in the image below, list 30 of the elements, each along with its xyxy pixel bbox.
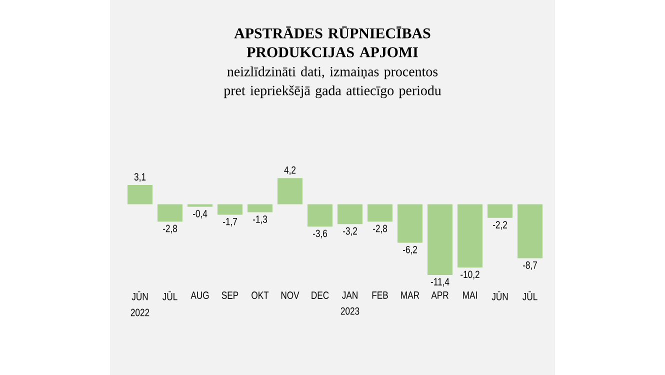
data-label: -2,8 xyxy=(162,224,178,234)
x-tick-label: JŪN 2022 xyxy=(130,292,150,316)
data-label: 4,2 xyxy=(284,166,296,175)
x-tick-label: NOV xyxy=(281,292,300,299)
data-label: 3,1 xyxy=(134,173,146,182)
x-tick-label: SEP xyxy=(222,292,238,299)
x-tick-label: APR xyxy=(431,292,448,299)
data-label: -2,8 xyxy=(372,224,388,234)
chart-title: APSTRĀDES RŪPNIECĪBAS PRODUKCIJAS APJOMI xyxy=(234,26,430,58)
x-tick-label: JŪL xyxy=(522,292,538,300)
chart-subtitle: neizlīdzināti dati, izmaiņas procentos pret iepriekšējā gada attiecīgo periodu xyxy=(224,66,442,98)
data-label: -10,2 xyxy=(460,270,480,280)
data-label: -11,4 xyxy=(430,278,450,287)
x-tick-label: DEC xyxy=(312,292,329,299)
x-tick-label: JŪL xyxy=(162,292,178,300)
data-label: -1,7 xyxy=(222,218,237,227)
x-tick-label: MAR xyxy=(401,292,420,299)
data-label: -6,2 xyxy=(402,246,417,255)
x-tick-label: OKT xyxy=(252,292,269,299)
x-tick-label: JŪN xyxy=(492,292,508,300)
data-label: -0,4 xyxy=(192,210,208,219)
x-tick-label: MAI xyxy=(463,292,477,299)
data-label: -1,3 xyxy=(252,216,268,224)
data-label: -3,6 xyxy=(312,230,328,238)
data-label: -2,2 xyxy=(492,221,507,230)
x-tick-label: FEB xyxy=(372,292,388,299)
data-label: -8,7 xyxy=(522,261,537,270)
data-label: -3,2 xyxy=(342,227,357,236)
x-tick-label: AUG xyxy=(190,292,209,299)
x-tick-label: JAN 2023 xyxy=(340,292,360,315)
